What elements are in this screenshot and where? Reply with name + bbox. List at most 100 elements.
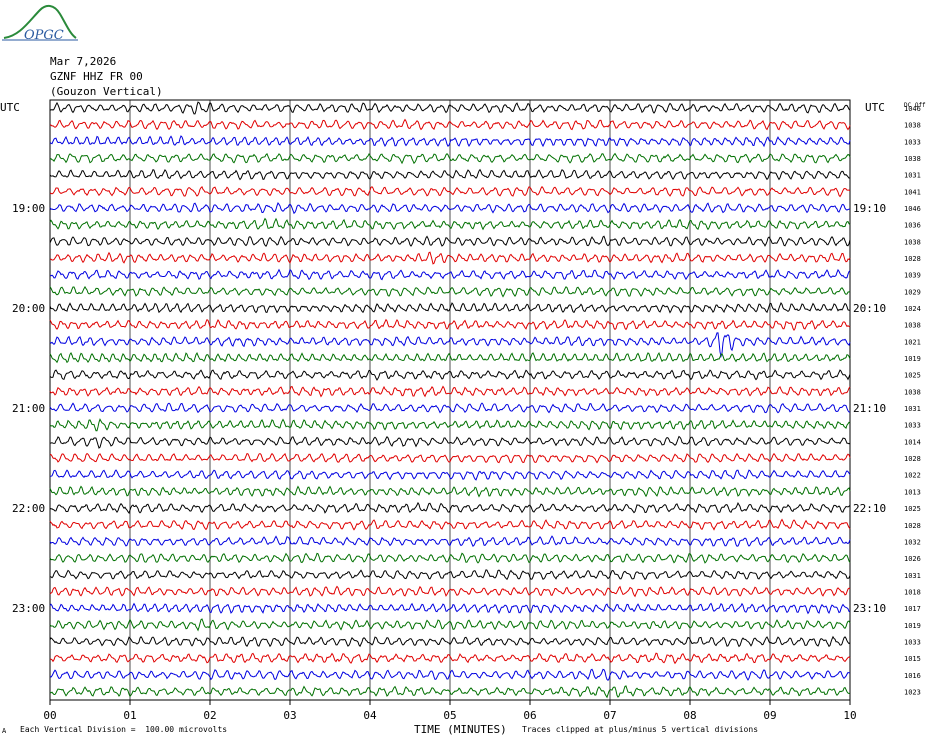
dc-offset-label: 1018 [904,588,921,596]
dc-offset-label: 1031 [904,572,921,580]
dc-offset-label: 1038 [904,238,921,246]
trace-line [49,535,851,548]
trace-line [49,452,851,464]
trace-line [49,518,851,531]
left-time-label: 19:00 [12,202,45,215]
trace-line [49,285,851,298]
left-time-label: 23:00 [12,602,45,615]
dc-offset-label: 1033 [904,422,921,430]
trace-line [49,585,851,598]
trace-line [49,552,851,564]
dc-offset-label: 1024 [904,305,921,313]
trace-line [49,301,851,314]
axis-labels: UTC UTC DC Off TIME (MINUTES) 00 01 02 03 04… [0,101,926,736]
trace-line [49,485,851,498]
dc-offset-label: 1017 [904,605,921,613]
left-time-label: 20:00 [12,302,45,315]
dc-offset-label: 1013 [904,488,921,496]
station-name: GZNF HHZ FR 00 [50,70,143,83]
x-tick-label: 07 [603,709,616,722]
right-utc-label: UTC [865,101,885,114]
trace-line [49,268,851,281]
dc-offset-label: 1041 [904,188,921,196]
dc-offset-label: 1039 [904,272,921,280]
trace-line [49,635,851,648]
x-tick-label: 02 [203,709,216,722]
trace-line [49,435,851,449]
trace-line [49,101,851,115]
trace-line [49,685,851,699]
left-utc-label: UTC [0,101,20,114]
x-tick-label: 09 [763,709,776,722]
dc-offset-label: 1038 [904,322,921,330]
dc-offset-label: 1028 [904,255,921,263]
dc-offset-label: 1016 [904,672,921,680]
x-tick-label: 06 [523,709,536,722]
trace-line [49,235,851,248]
dc-offset-label: 1022 [904,472,921,480]
dc-offset-header: DC Off [904,102,926,109]
dc-offset-label: 1028 [904,522,921,530]
trace-line [49,569,851,581]
x-axis-title: TIME (MINUTES) [414,723,507,736]
trace-line [49,602,851,615]
right-time-label: 23:10 [853,602,886,615]
trace-line [49,318,851,332]
right-time-label: 22:10 [853,502,886,515]
dc-offset-label: 1036 [904,222,921,230]
right-time-label: 21:10 [853,402,886,415]
left-time-label: 21:00 [12,402,45,415]
trace-line [49,185,851,198]
dc-offset-label: 1038 [904,122,921,130]
right-time-label: 19:10 [853,202,886,215]
dc-offset-label: 1033 [904,138,921,146]
dc-offset-label: 1025 [904,505,921,513]
dc-offset-label: 1019 [904,355,921,363]
dc-offset-label: 1025 [904,372,921,380]
dc-offset-label: 1029 [904,288,921,296]
dc-offset-label: 1026 [904,555,921,563]
dc-offset-label: 1019 [904,622,921,630]
scale-note: Each Vertical Division = 100.00 microvol… [20,725,228,734]
logo-text: OPGC [24,28,64,43]
dc-offset-label: 1031 [904,405,921,413]
plot-grid [49,99,851,705]
right-time-label: 20:10 [853,302,886,315]
trace-line [49,418,851,432]
clip-note: Traces clipped at plus/minus 5 vertical … [522,725,759,734]
trace-line [49,352,851,364]
trace-line [49,652,851,665]
trace-line [49,369,851,381]
dc-offset-label: 1033 [904,638,921,646]
x-tick-label: 04 [363,709,377,722]
trace-line [49,402,851,414]
dc-offset-label: 1032 [904,538,921,546]
dc-offset-label: 1015 [904,655,921,663]
dc-offset-label: 1046 [904,105,921,113]
trace-line [49,201,851,215]
seismic-traces [49,101,851,699]
plot-date: Mar 7,2026 [50,55,117,68]
trace-line [49,469,851,481]
logo-volcano-curve [3,4,77,39]
x-tick-label: 00 [43,709,56,722]
station-component: (Gouzon Vertical) [50,85,163,98]
trace-line [49,152,851,165]
trace-line [49,668,851,682]
trace-line [49,135,851,148]
x-tick-label: 03 [283,709,296,722]
x-tick-label: 10 [843,709,856,722]
dc-offset-label: 1023 [904,688,921,696]
dc-offset-label: 1014 [904,438,921,446]
trace-line [49,332,851,359]
trace-line [49,501,851,515]
corner-mark: A [2,727,7,735]
left-time-label: 22:00 [12,502,45,515]
x-tick-label: 08 [683,709,696,722]
dc-offset-label: 1038 [904,388,921,396]
dc-offset-label: 1038 [904,155,921,163]
x-tick-label: 05 [443,709,456,722]
dc-offset-label: 1021 [904,338,921,346]
dc-offset-label: 1028 [904,455,921,463]
